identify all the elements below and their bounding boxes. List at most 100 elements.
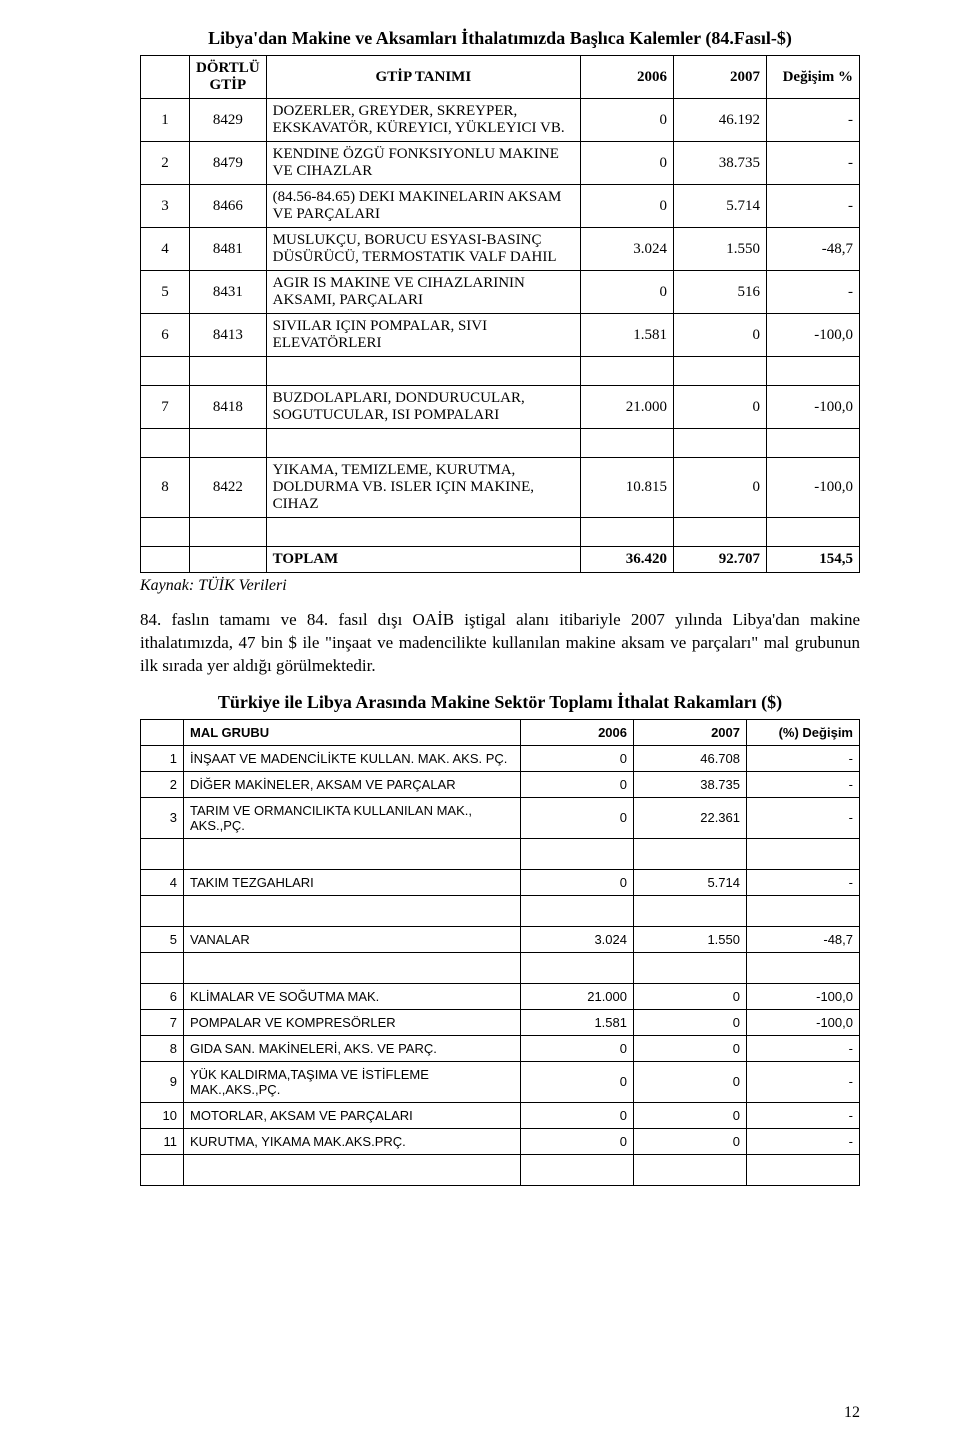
table-row: 2DİĞER MAKİNELER, AKSAM VE PARÇALAR038.7… xyxy=(141,771,860,797)
spacer-row xyxy=(141,357,860,386)
table2-body: 1İNŞAAT VE MADENCİLİKTE KULLAN. MAK. AKS… xyxy=(141,745,860,1185)
cell-code: 8429 xyxy=(190,99,267,142)
table-row: 6KLİMALAR VE SOĞUTMA MAK.21.0000-100,0 xyxy=(141,983,860,1009)
cell-2007: 0 xyxy=(634,1009,747,1035)
cell-idx: 9 xyxy=(141,1061,184,1102)
cell-name: GIDA SAN. MAKİNELERİ, AKS. VE PARÇ. xyxy=(184,1035,521,1061)
table-row: 3TARIM VE ORMANCILIKTA KULLANILAN MAK., … xyxy=(141,797,860,838)
cell-2006: 0 xyxy=(521,1102,634,1128)
cell-2007: 22.361 xyxy=(634,797,747,838)
table1-th-chg: Değişim % xyxy=(767,56,860,99)
cell-total-2006: 36.420 xyxy=(581,547,674,573)
table-row: 68413SIVILAR IÇIN POMPALAR, SIVI ELEVATÖ… xyxy=(141,314,860,357)
cell-name: MOTORLAR, AKSAM VE PARÇALARI xyxy=(184,1102,521,1128)
cell-chg: -48,7 xyxy=(747,926,860,952)
cell-2007: 38.735 xyxy=(634,771,747,797)
cell-2007: 0 xyxy=(634,1035,747,1061)
cell-name: DİĞER MAKİNELER, AKSAM VE PARÇALAR xyxy=(184,771,521,797)
table1-source: Kaynak: TÜİK Verileri xyxy=(140,577,860,595)
cell-idx: 10 xyxy=(141,1102,184,1128)
spacer-row xyxy=(141,952,860,983)
cell-2006: 0 xyxy=(521,1061,634,1102)
table-row: 18429DOZERLER, GREYDER, SKREYPER, EKSKAV… xyxy=(141,99,860,142)
cell-idx: 4 xyxy=(141,869,184,895)
cell-chg: -100,0 xyxy=(767,458,860,518)
table2-th-2006: 2006 xyxy=(521,719,634,745)
cell-chg: - xyxy=(747,771,860,797)
table2-title: Türkiye ile Libya Arasında Makine Sektör… xyxy=(140,692,860,713)
cell-2006: 0 xyxy=(521,869,634,895)
cell-2007: 0 xyxy=(634,1102,747,1128)
cell-2007: 0 xyxy=(634,983,747,1009)
cell-idx: 5 xyxy=(141,271,190,314)
cell-2006: 10.815 xyxy=(581,458,674,518)
cell-total-2007: 92.707 xyxy=(674,547,767,573)
cell-idx: 7 xyxy=(141,386,190,429)
table1-th-blank xyxy=(141,56,190,99)
cell-name: BUZDOLAPLARI, DONDURUCULAR, SOGUTUCULAR,… xyxy=(266,386,580,429)
cell-code: 8418 xyxy=(190,386,267,429)
cell-name: İNŞAAT VE MADENCİLİKTE KULLAN. MAK. AKS.… xyxy=(184,745,521,771)
cell-name: TARIM VE ORMANCILIKTA KULLANILAN MAK., A… xyxy=(184,797,521,838)
cell-idx: 8 xyxy=(141,458,190,518)
table1-th-2006: 2006 xyxy=(581,56,674,99)
cell-2006: 0 xyxy=(521,1035,634,1061)
cell-chg: - xyxy=(747,1061,860,1102)
cell-2007: 1.550 xyxy=(634,926,747,952)
table2-th-name: MAL GRUBU xyxy=(184,719,521,745)
cell-2007: 0 xyxy=(634,1128,747,1154)
cell-idx: 5 xyxy=(141,926,184,952)
cell-2007: 1.550 xyxy=(674,228,767,271)
page-number: 12 xyxy=(844,1404,860,1422)
table2-th-chg: (%) Değişim xyxy=(747,719,860,745)
table1-head: DÖRTLÜ GTİP GTİP TANIMI 2006 2007 Değişi… xyxy=(141,56,860,99)
cell-2007: 46.192 xyxy=(674,99,767,142)
table2-th-blank xyxy=(141,719,184,745)
cell-2006: 21.000 xyxy=(521,983,634,1009)
table-row: 28479KENDINE ÖZGÜ FONKSIYONLU MAKINE VE … xyxy=(141,142,860,185)
cell-idx: 1 xyxy=(141,745,184,771)
table1-title: Libya'dan Makine ve Aksamları İthalatımı… xyxy=(140,28,860,49)
cell-2006: 3.024 xyxy=(521,926,634,952)
cell-2007: 0 xyxy=(634,1061,747,1102)
cell-idx: 3 xyxy=(141,797,184,838)
table-row: 58431AGIR IS MAKINE VE CIHAZLARININ AKSA… xyxy=(141,271,860,314)
cell-chg: - xyxy=(747,1035,860,1061)
cell-2007: 46.708 xyxy=(634,745,747,771)
cell-name: AGIR IS MAKINE VE CIHAZLARININ AKSAMI, P… xyxy=(266,271,580,314)
cell-code: 8413 xyxy=(190,314,267,357)
cell-idx: 11 xyxy=(141,1128,184,1154)
table-row: 1İNŞAAT VE MADENCİLİKTE KULLAN. MAK. AKS… xyxy=(141,745,860,771)
cell-idx: 8 xyxy=(141,1035,184,1061)
cell-code: 8481 xyxy=(190,228,267,271)
table-row: 5VANALAR3.0241.550-48,7 xyxy=(141,926,860,952)
table1-th-name: GTİP TANIMI xyxy=(266,56,580,99)
cell-name: KLİMALAR VE SOĞUTMA MAK. xyxy=(184,983,521,1009)
cell-name: (84.56-84.65) DEKI MAKINELARIN AKSAM VE … xyxy=(266,185,580,228)
cell-chg: -100,0 xyxy=(747,1009,860,1035)
cell-2006: 21.000 xyxy=(581,386,674,429)
table-row: 7POMPALAR VE KOMPRESÖRLER1.5810-100,0 xyxy=(141,1009,860,1035)
cell-chg: - xyxy=(747,869,860,895)
cell-name: YÜK KALDIRMA,TAŞIMA VE İSTİFLEME MAK.,AK… xyxy=(184,1061,521,1102)
cell-name: KENDINE ÖZGÜ FONKSIYONLU MAKINE VE CIHAZ… xyxy=(266,142,580,185)
cell-2006: 0 xyxy=(581,271,674,314)
table1: DÖRTLÜ GTİP GTİP TANIMI 2006 2007 Değişi… xyxy=(140,55,860,573)
table1-total-row: TOPLAM36.42092.707154,5 xyxy=(141,547,860,573)
cell-2007: 5.714 xyxy=(634,869,747,895)
cell-chg: - xyxy=(767,99,860,142)
cell-2007: 0 xyxy=(674,314,767,357)
cell-2006: 0 xyxy=(581,185,674,228)
cell-chg: - xyxy=(767,185,860,228)
cell-2007: 0 xyxy=(674,458,767,518)
cell-code: 8466 xyxy=(190,185,267,228)
cell-code: 8422 xyxy=(190,458,267,518)
cell-idx: 7 xyxy=(141,1009,184,1035)
cell-idx: 6 xyxy=(141,983,184,1009)
cell-name: POMPALAR VE KOMPRESÖRLER xyxy=(184,1009,521,1035)
cell-2006: 1.581 xyxy=(521,1009,634,1035)
cell-total-chg: 154,5 xyxy=(767,547,860,573)
cell-idx: 3 xyxy=(141,185,190,228)
cell-idx: 6 xyxy=(141,314,190,357)
table2-th-2007: 2007 xyxy=(634,719,747,745)
